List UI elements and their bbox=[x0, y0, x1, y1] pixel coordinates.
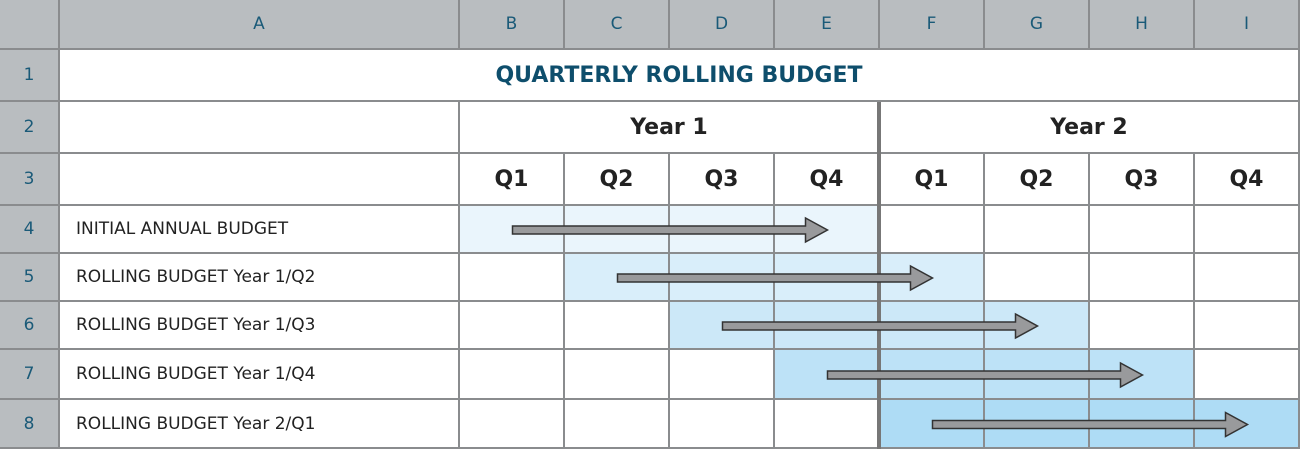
row-header-1[interactable]: 1 bbox=[0, 50, 60, 102]
budget-cell[interactable] bbox=[1195, 206, 1300, 254]
budget-cell[interactable] bbox=[565, 302, 670, 350]
budget-cell[interactable] bbox=[1090, 206, 1195, 254]
column-header-H[interactable]: H bbox=[1090, 0, 1195, 50]
row-header-8[interactable]: 8 bbox=[0, 400, 60, 449]
row-header-3[interactable]: 3 bbox=[0, 154, 60, 206]
arrow-right-icon bbox=[511, 216, 830, 244]
budget-row-label[interactable]: ROLLING BUDGET Year 1/Q3 bbox=[60, 302, 460, 350]
arrow-right-icon bbox=[721, 312, 1040, 340]
quarter-header[interactable]: Q2 bbox=[985, 154, 1090, 206]
row-header-6[interactable]: 6 bbox=[0, 302, 60, 350]
budget-cell[interactable] bbox=[565, 400, 670, 449]
year-2-header[interactable]: Year 2 bbox=[880, 102, 1300, 154]
budget-cell[interactable] bbox=[670, 350, 775, 400]
cell-A2[interactable] bbox=[60, 102, 460, 154]
budget-row-label[interactable]: ROLLING BUDGET Year 2/Q1 bbox=[60, 400, 460, 449]
quarter-header[interactable]: Q1 bbox=[880, 154, 985, 206]
column-header-G[interactable]: G bbox=[985, 0, 1090, 50]
budget-cell[interactable] bbox=[1090, 254, 1195, 302]
select-all-corner[interactable] bbox=[0, 0, 60, 50]
budget-cell[interactable] bbox=[1195, 350, 1300, 400]
row-header-4[interactable]: 4 bbox=[0, 206, 60, 254]
row-header-2[interactable]: 2 bbox=[0, 102, 60, 154]
budget-cell[interactable] bbox=[670, 400, 775, 449]
budget-cell[interactable] bbox=[1090, 302, 1195, 350]
column-header-C[interactable]: C bbox=[565, 0, 670, 50]
column-header-D[interactable]: D bbox=[670, 0, 775, 50]
arrow-right-icon bbox=[826, 361, 1145, 389]
cell-A3[interactable] bbox=[60, 154, 460, 206]
budget-cell[interactable] bbox=[565, 350, 670, 400]
quarter-header[interactable]: Q2 bbox=[565, 154, 670, 206]
budget-cell[interactable] bbox=[985, 254, 1090, 302]
budget-row-label[interactable]: INITIAL ANNUAL BUDGET bbox=[60, 206, 460, 254]
sheet-title[interactable]: QUARTERLY ROLLING BUDGET bbox=[60, 50, 1300, 102]
budget-cell[interactable] bbox=[880, 206, 985, 254]
arrow-right-icon bbox=[616, 264, 935, 292]
column-header-E[interactable]: E bbox=[775, 0, 880, 50]
budget-cell[interactable] bbox=[1195, 254, 1300, 302]
column-header-B[interactable]: B bbox=[460, 0, 565, 50]
row-header-5[interactable]: 5 bbox=[0, 254, 60, 302]
row-header-7[interactable]: 7 bbox=[0, 350, 60, 400]
quarter-header[interactable]: Q1 bbox=[460, 154, 565, 206]
budget-cell[interactable] bbox=[985, 206, 1090, 254]
column-header-A[interactable]: A bbox=[60, 0, 460, 50]
budget-cell[interactable] bbox=[460, 302, 565, 350]
arrow-right-icon bbox=[931, 411, 1250, 438]
budget-row-label[interactable]: ROLLING BUDGET Year 1/Q4 bbox=[60, 350, 460, 400]
quarter-header[interactable]: Q3 bbox=[1090, 154, 1195, 206]
budget-cell[interactable] bbox=[1195, 302, 1300, 350]
budget-cell[interactable] bbox=[460, 400, 565, 449]
budget-cell[interactable] bbox=[460, 254, 565, 302]
year-1-header[interactable]: Year 1 bbox=[460, 102, 880, 154]
column-header-I[interactable]: I bbox=[1195, 0, 1300, 50]
quarter-header[interactable]: Q4 bbox=[1195, 154, 1300, 206]
budget-row-label[interactable]: ROLLING BUDGET Year 1/Q2 bbox=[60, 254, 460, 302]
budget-cell[interactable] bbox=[460, 350, 565, 400]
column-header-F[interactable]: F bbox=[880, 0, 985, 50]
quarter-header[interactable]: Q3 bbox=[670, 154, 775, 206]
